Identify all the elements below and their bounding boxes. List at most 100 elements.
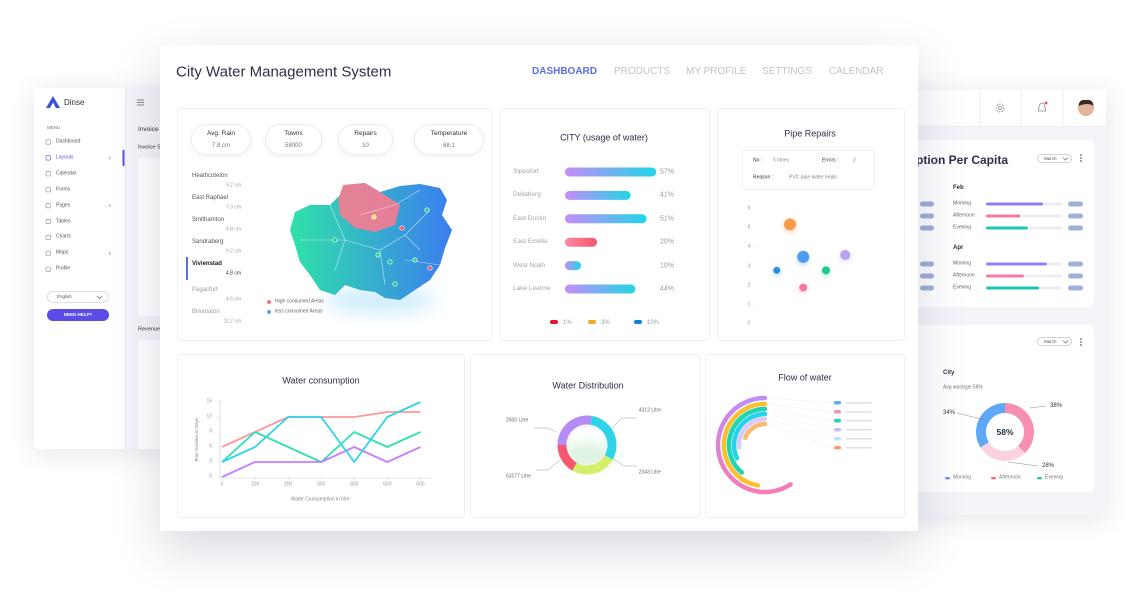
stat-value: 68.1 — [443, 143, 455, 149]
legend-swatch — [834, 410, 841, 414]
legend-dot — [267, 300, 271, 304]
nav-link[interactable]: SETTINGS — [762, 66, 813, 77]
value-label: 51% — [660, 215, 675, 223]
y-tick-label: 9 — [209, 428, 212, 435]
y-tick-label: 3 — [209, 458, 212, 465]
stat-value: 10 — [362, 143, 369, 149]
legend-swatch — [550, 320, 558, 324]
town-name[interactable]: Breanaton — [192, 309, 220, 315]
town-name[interactable]: Pagacfurt — [192, 287, 218, 293]
city-name: East Emelie — [513, 237, 548, 245]
value-label: 38% — [1050, 403, 1063, 409]
brand-name: Dinse — [64, 98, 85, 107]
menu-dot — [1080, 341, 1082, 343]
info-label: Reason : — [753, 174, 774, 181]
menu-icon — [45, 203, 51, 209]
progress-bar — [986, 226, 1028, 230]
legend-label: 3% — [601, 319, 610, 326]
town-name[interactable]: Heathcoteton — [192, 173, 228, 179]
card — [717, 108, 905, 341]
leader-line — [1007, 461, 1039, 467]
legend-label: Evening — [1045, 474, 1064, 481]
stat-pill — [414, 124, 484, 155]
tag-pill — [1068, 285, 1083, 291]
legend-swatch — [834, 446, 841, 450]
menu-dot — [1080, 338, 1082, 340]
map-marker — [332, 237, 338, 243]
menu-item[interactable]: Maps — [56, 249, 69, 256]
menu-item[interactable]: Layouts — [56, 154, 74, 161]
filter-select[interactable] — [1037, 337, 1072, 346]
notification-badge — [1044, 101, 1048, 105]
map-high-zone — [338, 183, 400, 232]
legend-swatch — [834, 437, 841, 441]
brand-logo — [46, 96, 60, 108]
menu-icon — [45, 234, 51, 240]
chevron — [108, 203, 111, 208]
language-select[interactable] — [47, 291, 109, 303]
leader-line — [767, 408, 833, 422]
nav-link[interactable]: MY PROFILE — [686, 66, 747, 77]
menu-item[interactable]: Calendar — [56, 170, 77, 177]
city-name: East Dustin — [513, 214, 547, 222]
menu-dot — [1080, 157, 1082, 159]
legend-text-placeholder — [846, 420, 872, 422]
town-name[interactable]: East Raphael — [192, 195, 229, 201]
selected-indicator — [186, 257, 188, 280]
legend-text-placeholder — [846, 402, 872, 404]
town-name[interactable]: Smithamton — [192, 217, 225, 223]
stat-pill — [338, 124, 393, 155]
bubble — [784, 218, 796, 231]
nav-link[interactable]: DASHBOARD — [532, 66, 597, 77]
y-tick-label: 2 — [747, 282, 751, 289]
card-title: Water consumption — [282, 375, 360, 386]
town-value: 4.5 cm — [225, 296, 241, 303]
content-heading: Invoice — [138, 125, 159, 133]
leader-line — [534, 427, 557, 433]
user-avatar-hair — [1078, 99, 1094, 106]
map-marker — [427, 265, 433, 271]
menu-dot — [1080, 344, 1082, 346]
row-label: Afternoon — [953, 212, 975, 219]
help-button-label[interactable]: NEED HELP? — [63, 311, 93, 317]
nav-link[interactable]: CALENDAR — [829, 66, 884, 77]
nav-link[interactable]: PRODUCTS — [614, 66, 671, 77]
axis-title: Time Duration in Days — [193, 417, 199, 463]
info-box — [742, 150, 875, 190]
value-label: 44% — [660, 285, 675, 293]
menu-item[interactable]: Profile — [56, 265, 71, 272]
legend-label: Afternoon — [999, 474, 1021, 481]
y-tick-label: 0 — [209, 473, 212, 480]
menu-item[interactable]: Dashboard — [56, 138, 81, 145]
line-series — [221, 401, 421, 463]
leader-line — [1029, 405, 1047, 409]
row-label: Afternoon — [953, 272, 975, 279]
value-label: 57% — [660, 168, 675, 176]
menu-item[interactable]: Tables — [56, 218, 71, 224]
menu-icon — [45, 266, 51, 272]
filter-value[interactable]: March — [1044, 155, 1057, 161]
leader-line — [611, 417, 637, 429]
town-name[interactable]: Sandraberg — [192, 239, 224, 245]
card-title: City — [943, 370, 955, 376]
radial-bar — [715, 395, 793, 495]
value-label: 10% — [660, 262, 675, 270]
tag-pill — [1068, 225, 1083, 231]
filter-select[interactable] — [1037, 154, 1072, 163]
help-button[interactable] — [47, 309, 109, 321]
map-marker — [399, 225, 405, 231]
bubble — [822, 266, 830, 275]
legend-swatch — [1037, 477, 1042, 480]
menu-item[interactable]: Pages — [56, 202, 71, 209]
town-name[interactable]: Vivienstad — [192, 261, 222, 267]
donut-center-label: 58% — [996, 426, 1014, 437]
menu-item[interactable]: Forms — [56, 186, 71, 193]
menu-item[interactable]: Charts — [56, 233, 71, 240]
distribution-label: 2500 Litre — [506, 417, 529, 424]
bubble — [799, 283, 808, 292]
donut-segment — [976, 403, 1006, 448]
bar — [565, 167, 657, 177]
legend-label: 1% — [563, 319, 572, 326]
card-subtitle: Avg wastage 58% — [943, 384, 983, 391]
filter-value[interactable]: March — [1044, 338, 1057, 344]
